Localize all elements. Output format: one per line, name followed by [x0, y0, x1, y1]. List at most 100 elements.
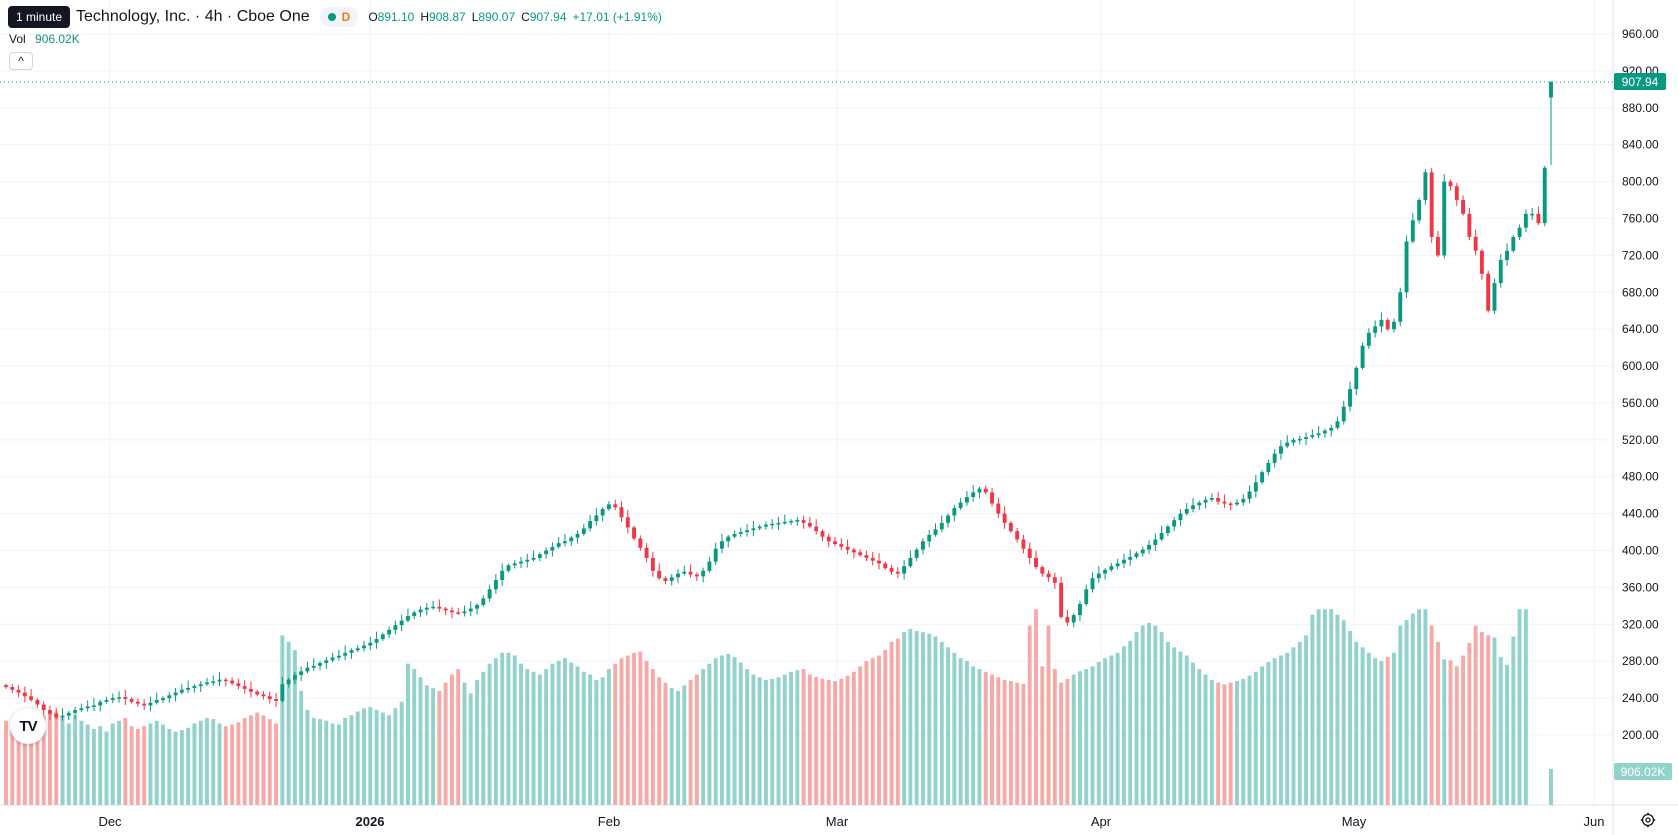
- volume-bar: [588, 674, 593, 805]
- volume-bar: [839, 678, 844, 805]
- volume-label: Vol: [9, 32, 26, 46]
- volume-bar: [889, 641, 894, 805]
- candle-body: [1448, 181, 1453, 187]
- volume-bar: [1348, 631, 1352, 805]
- price-tick-label: 840.00: [1622, 138, 1659, 152]
- candle-body: [481, 598, 486, 605]
- volume-bar: [939, 641, 944, 805]
- candle-body: [902, 566, 907, 574]
- volume-bar: [600, 677, 605, 805]
- volume-bar: [669, 688, 674, 805]
- volume-bar: [738, 662, 743, 805]
- volume-bar: [142, 726, 147, 805]
- candle-body: [324, 660, 329, 664]
- candle-body: [1134, 553, 1139, 557]
- candle-body: [1322, 430, 1327, 434]
- candle-body: [883, 563, 888, 569]
- candle-body: [374, 639, 379, 643]
- tradingview-logo[interactable]: TV: [10, 708, 46, 744]
- volume-value: 906.02K: [35, 32, 80, 46]
- volume-bar: [613, 663, 618, 805]
- volume-bar: [205, 718, 209, 805]
- candle-body: [35, 699, 40, 705]
- volume-bar: [1429, 625, 1434, 805]
- candle-body: [983, 488, 988, 493]
- candle-body: [1517, 227, 1522, 237]
- candle-body: [1015, 531, 1020, 540]
- candle-body: [380, 634, 385, 640]
- gear-icon[interactable]: [1640, 812, 1656, 828]
- candle-body: [418, 609, 423, 613]
- volume-bar: [1498, 657, 1503, 805]
- volume-bar: [1197, 669, 1202, 805]
- candle-body: [1385, 319, 1390, 330]
- volume-bar: [870, 658, 875, 805]
- volume-bar: [814, 676, 819, 805]
- volume-bar: [927, 633, 932, 805]
- volume-bar: [996, 677, 1001, 805]
- collapse-legend-button[interactable]: ^: [9, 52, 33, 70]
- market-open-dot-icon: [327, 13, 336, 21]
- volume-bar: [349, 715, 354, 805]
- volume-bar: [1523, 609, 1528, 805]
- volume-bar: [236, 722, 241, 805]
- candle-body: [1404, 241, 1409, 293]
- candle-body: [826, 536, 831, 542]
- candle-body: [1354, 367, 1359, 390]
- candle-body: [368, 642, 373, 646]
- volume-bar: [198, 720, 203, 805]
- candle-body: [1235, 502, 1239, 505]
- time-tick-label: 2026: [356, 814, 385, 829]
- candle-body: [117, 697, 121, 699]
- volume-bar: [1467, 642, 1472, 805]
- volume-bar: [676, 690, 680, 805]
- volume-bar: [1549, 769, 1553, 805]
- volume-bar: [1209, 679, 1214, 805]
- volume-bar: [946, 647, 951, 805]
- time-axis[interactable]: Dec 2026 Feb Mar Apr May Jun: [98, 814, 1604, 829]
- volume-bar: [1253, 671, 1258, 805]
- candle-body: [688, 571, 693, 575]
- candle-body: [1429, 172, 1434, 237]
- volume-bar: [217, 723, 222, 805]
- symbol-title[interactable]: Technology, Inc. · 4h · Cboe One: [76, 8, 310, 25]
- candle-body: [1159, 533, 1164, 540]
- volume-bar: [368, 707, 373, 805]
- volume-bar: [22, 726, 27, 805]
- low-label: L: [471, 10, 479, 24]
- candle-body: [1285, 442, 1290, 447]
- candle-body: [632, 527, 636, 539]
- candle-body: [1096, 573, 1101, 579]
- volume-bar: [757, 677, 762, 805]
- candle-body: [519, 561, 523, 564]
- candle-body: [858, 552, 863, 556]
- volume-bar: [1159, 632, 1164, 805]
- candle-body: [669, 577, 674, 581]
- candle-body: [91, 705, 96, 707]
- market-status-pill[interactable]: D: [319, 7, 359, 27]
- candle-body: [186, 687, 191, 690]
- candle-body: [1423, 172, 1428, 201]
- candle-body: [1329, 427, 1334, 431]
- candle-body: [851, 549, 856, 553]
- candle-body: [1348, 389, 1352, 407]
- volume-bar: [456, 669, 461, 805]
- price-tick-label: 880.00: [1622, 101, 1659, 115]
- close-label: C: [521, 10, 530, 24]
- volume-bar: [374, 709, 379, 805]
- volume-bars: [4, 609, 1553, 805]
- candle-body: [1473, 236, 1478, 251]
- candle-body: [537, 554, 542, 558]
- candle-body: [569, 537, 574, 542]
- price-axis[interactable]: 960.00920.00880.00840.00800.00760.00720.…: [1614, 27, 1672, 780]
- candle-body: [1209, 497, 1214, 500]
- volume-bar: [1184, 655, 1189, 805]
- candle-body: [66, 712, 71, 716]
- volume-bar: [1090, 666, 1095, 805]
- candle-body: [1059, 582, 1064, 617]
- candle-body: [1222, 501, 1227, 504]
- volume-bar: [864, 660, 869, 805]
- volume-bar: [877, 655, 881, 805]
- candle-body: [745, 530, 750, 533]
